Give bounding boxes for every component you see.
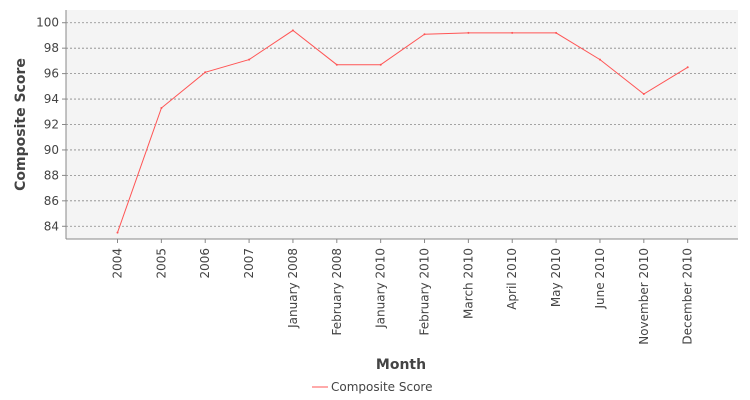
x-tick-label: 2006 — [198, 248, 212, 279]
grid-lines — [66, 22, 738, 227]
data-point — [379, 63, 382, 66]
x-tick-label: January 2010 — [374, 248, 388, 329]
data-point — [599, 58, 601, 61]
series-line-composite-score — [117, 29, 688, 233]
data-point — [160, 107, 163, 109]
y-tick-label: 100 — [36, 16, 59, 30]
x-tick-label: 2007 — [242, 248, 256, 279]
data-point — [291, 29, 294, 32]
y-tick-label: 94 — [44, 92, 59, 106]
data-point — [686, 66, 689, 69]
y-tick-label: 96 — [44, 67, 59, 81]
x-tick-label: 2005 — [154, 248, 168, 279]
x-tick-label: June 2010 — [593, 248, 607, 310]
data-point — [467, 31, 470, 34]
y-tick-label: 92 — [44, 118, 59, 132]
y-axis-title: Composite Score — [13, 58, 29, 191]
x-axis-title: Month — [376, 357, 426, 373]
x-tick-label: April 2010 — [505, 248, 519, 310]
data-point — [335, 63, 338, 66]
x-axis-ticks: 2004 2005 2006 2007 January 2008 February 200… — [111, 239, 695, 345]
x-tick-label: May 2010 — [549, 248, 563, 307]
y-tick-label: 90 — [44, 143, 59, 157]
series-layer — [116, 29, 689, 234]
legend: Composite Score — [312, 380, 432, 394]
y-axis-ticks: 84 86 88 90 92 94 96 98 100 — [36, 16, 66, 233]
x-tick-label: December 2010 — [681, 248, 695, 345]
data-point — [116, 231, 119, 234]
x-tick-label: January 2008 — [286, 248, 300, 329]
x-tick-label: February 2008 — [330, 248, 344, 336]
y-tick-label: 98 — [44, 41, 59, 55]
x-tick-label: February 2010 — [418, 248, 432, 336]
y-tick-label: 88 — [44, 168, 59, 182]
data-point — [248, 58, 251, 61]
data-point — [511, 31, 514, 34]
data-point — [423, 33, 426, 36]
data-point — [204, 71, 207, 74]
y-tick-label: 86 — [44, 194, 59, 208]
data-point — [642, 93, 645, 95]
x-tick-label: March 2010 — [461, 248, 475, 319]
data-point — [555, 31, 558, 34]
legend-label: Composite Score — [331, 380, 432, 394]
x-tick-label: 2004 — [111, 248, 125, 279]
x-tick-label: November 2010 — [637, 248, 651, 345]
y-tick-label: 84 — [44, 219, 59, 233]
